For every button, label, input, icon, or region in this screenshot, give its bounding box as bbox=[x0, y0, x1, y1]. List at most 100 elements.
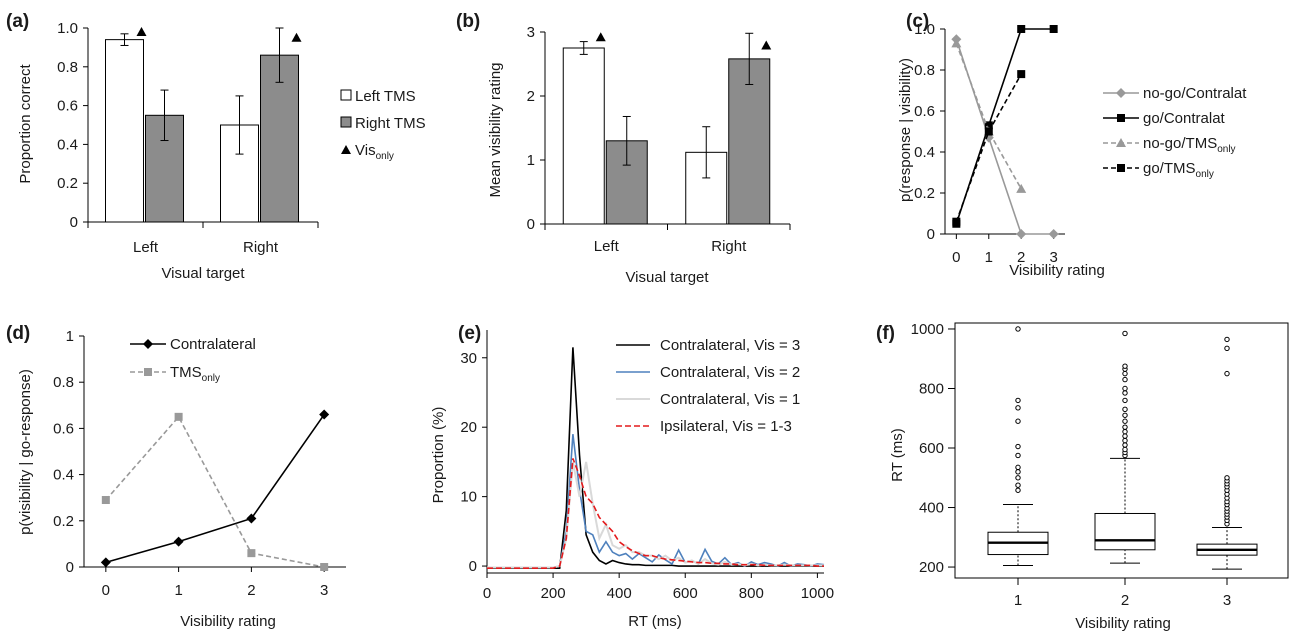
legend-label-main: Vis bbox=[355, 142, 376, 159]
legend-label-main: Right TMS bbox=[355, 115, 426, 132]
legend-label-main: TMS bbox=[170, 364, 202, 381]
y-axis-label: Mean visibility rating bbox=[487, 62, 504, 197]
y-tick-label: 3 bbox=[527, 24, 535, 41]
legend-label: TMSonly bbox=[170, 364, 220, 384]
x-tick-label: Right bbox=[243, 239, 279, 256]
x-tick-label: 3 bbox=[320, 582, 328, 599]
outlier bbox=[1122, 412, 1128, 418]
y-tick-label: 0.6 bbox=[914, 103, 935, 120]
x-tick-label: 200 bbox=[541, 585, 566, 602]
x-tick-label: 400 bbox=[607, 585, 632, 602]
legend-label: Contralateral bbox=[170, 336, 256, 353]
y-axis-label: p(visibility | go-response) bbox=[17, 369, 34, 535]
series-line bbox=[955, 38, 1054, 235]
series-line bbox=[105, 415, 325, 568]
legend-label: go/TMSonly bbox=[1143, 160, 1214, 180]
legend: Contralateral, Vis = 3 Contralateral, Vis… bbox=[616, 337, 800, 435]
y-tick-label: 1000 bbox=[911, 321, 944, 338]
x-tick-label: 2 bbox=[1017, 249, 1025, 266]
legend-marker bbox=[1117, 114, 1125, 122]
data-point bbox=[1017, 25, 1026, 33]
outlier bbox=[1122, 418, 1128, 424]
y-tick-label: 0 bbox=[527, 216, 535, 233]
outlier bbox=[1122, 433, 1128, 439]
legend-marker bbox=[144, 368, 152, 376]
x-tick-label: Left bbox=[594, 238, 620, 255]
legend-label-main: Left TMS bbox=[355, 88, 416, 105]
y-tick-label: 2 bbox=[527, 88, 535, 105]
x-tick-label: 0 bbox=[952, 249, 960, 266]
vis-only-marker bbox=[136, 26, 147, 36]
outlier bbox=[1224, 345, 1230, 352]
y-axis-label: p(response | visibility) bbox=[897, 58, 914, 202]
y-tick-label: 1.0 bbox=[57, 20, 78, 37]
legend-label: no-go/TMSonly bbox=[1143, 135, 1236, 155]
y-tick-label: 20 bbox=[460, 419, 477, 436]
outlier bbox=[1224, 370, 1230, 377]
x-tick-label: Left bbox=[133, 239, 159, 256]
x-tick-label: 2 bbox=[1121, 592, 1129, 609]
y-tick-label: 0.6 bbox=[57, 98, 78, 115]
outlier bbox=[1122, 442, 1128, 448]
bar bbox=[562, 47, 605, 225]
outlier bbox=[1122, 424, 1128, 430]
legend-label-subscript: only bbox=[202, 373, 220, 384]
outlier bbox=[1122, 428, 1128, 435]
outlier bbox=[1122, 363, 1128, 369]
legend-label-main: go/Contralat bbox=[1143, 110, 1226, 127]
x-tick-label: 800 bbox=[739, 585, 764, 602]
y-tick-label: 600 bbox=[919, 440, 944, 457]
outlier bbox=[1224, 475, 1230, 481]
panel-label: (d) bbox=[6, 323, 30, 344]
x-axis-label: Visibility rating bbox=[180, 613, 276, 630]
y-tick-label: 0 bbox=[469, 558, 477, 575]
x-tick-label: 600 bbox=[673, 585, 698, 602]
y-axis-label: Proportion (%) bbox=[430, 407, 447, 504]
x-axis-label: Visibility rating bbox=[1075, 615, 1171, 632]
legend-marker bbox=[1116, 88, 1126, 98]
y-tick-label: 0.8 bbox=[57, 59, 78, 76]
y-tick-label: 0 bbox=[66, 559, 74, 576]
y-tick-label: 0 bbox=[927, 226, 935, 243]
y-tick-label: 800 bbox=[919, 380, 944, 397]
series-line bbox=[105, 414, 325, 564]
y-tick-label: 0.4 bbox=[53, 467, 74, 484]
data-point bbox=[101, 496, 110, 505]
data-point bbox=[984, 127, 993, 136]
data-point bbox=[320, 563, 329, 571]
series-line bbox=[487, 458, 824, 569]
legend: no-go/Contralatgo/Contralatno-go/TMSonly… bbox=[1103, 85, 1247, 180]
legend-swatch bbox=[340, 89, 352, 101]
data-point bbox=[984, 121, 993, 130]
data-point bbox=[1016, 229, 1027, 239]
y-tick-label: 1.0 bbox=[914, 21, 935, 38]
legend-label-subscript: only bbox=[376, 151, 394, 162]
outlier bbox=[1122, 390, 1128, 396]
outlier bbox=[1122, 330, 1128, 337]
y-tick-label: 0.8 bbox=[53, 374, 74, 391]
x-axis-label: Visibility rating bbox=[1009, 262, 1105, 279]
panel-e: (e) 0 10 20 30 0 200 400 600 800 1000 RT (ms) Propor… bbox=[430, 323, 834, 630]
panel-label: (f) bbox=[876, 323, 895, 344]
data-point bbox=[319, 409, 330, 420]
panel-label: (a) bbox=[6, 11, 29, 32]
series-line bbox=[955, 43, 1022, 190]
legend: Left TMS Right TMS Visonly bbox=[340, 88, 426, 162]
legend-marker bbox=[1116, 138, 1126, 147]
legend-label: Contralateral, Vis = 3 bbox=[660, 337, 800, 354]
outlier bbox=[1122, 397, 1128, 404]
series-line bbox=[487, 434, 825, 569]
panel-label: (c) bbox=[906, 11, 929, 32]
y-tick-label: 30 bbox=[460, 350, 477, 367]
y-tick-label: 0.4 bbox=[57, 136, 78, 153]
y-tick-label: 200 bbox=[919, 559, 944, 576]
x-tick-label: 1 bbox=[174, 582, 182, 599]
data-point bbox=[1048, 229, 1059, 239]
outlier bbox=[1224, 336, 1230, 343]
data-point bbox=[246, 513, 257, 524]
data-point bbox=[1016, 183, 1027, 193]
y-tick-label: 0.2 bbox=[57, 175, 78, 192]
series-line bbox=[955, 73, 1022, 222]
data-point bbox=[100, 557, 111, 568]
